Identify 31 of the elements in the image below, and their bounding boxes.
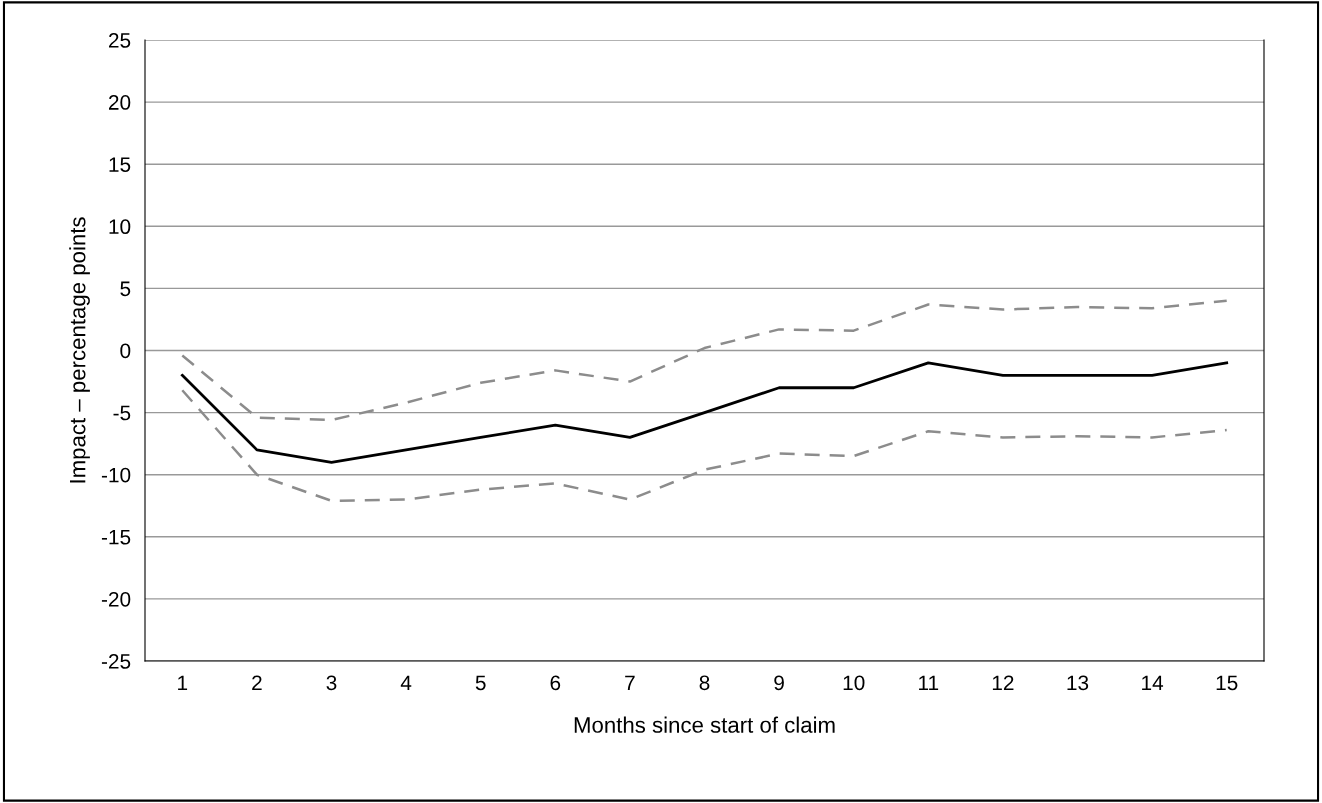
x-tick-label: 11: [919, 675, 939, 690]
y-tick-label: 10: [109, 219, 131, 235]
y-tick-label: 15: [109, 157, 131, 172]
x-tick-label: 1: [178, 675, 188, 690]
y-axis-title: Impact – percentage points: [69, 217, 90, 483]
y-tick-label: 0: [120, 343, 131, 359]
line-series: [180, 361, 1229, 464]
x-axis-title: Months since start of claim: [574, 716, 835, 733]
x-tick-label: 2: [252, 675, 262, 690]
x-tick-label: 5: [475, 675, 486, 691]
y-tick-label: -25: [101, 654, 131, 669]
y-tick-label: 5: [120, 281, 131, 297]
y-tick-label: -15: [101, 530, 131, 545]
x-tick-label: 7: [625, 675, 635, 690]
x-tick-label: 4: [400, 675, 412, 690]
x-tick-label: 8: [699, 675, 710, 691]
x-tick-label: 12: [992, 675, 1014, 690]
x-tick-label: 14: [1142, 675, 1164, 690]
x-tick-label: 3: [326, 675, 337, 691]
y-tick-label: -5: [113, 405, 131, 421]
x-tick-label: 6: [550, 675, 561, 691]
y-tick-label: 25: [108, 33, 131, 48]
x-tick-label: 9: [774, 675, 784, 691]
line-series: [181, 388, 1228, 503]
y-tick-label: -10: [101, 467, 131, 483]
y-tick-label: -20: [101, 591, 131, 607]
x-tick-label: 13: [1067, 675, 1089, 691]
y-tick-label: 20: [108, 95, 131, 110]
x-tick-label: 10: [843, 675, 865, 691]
x-tick-label: 15: [1216, 675, 1238, 691]
line-series: [181, 299, 1228, 422]
